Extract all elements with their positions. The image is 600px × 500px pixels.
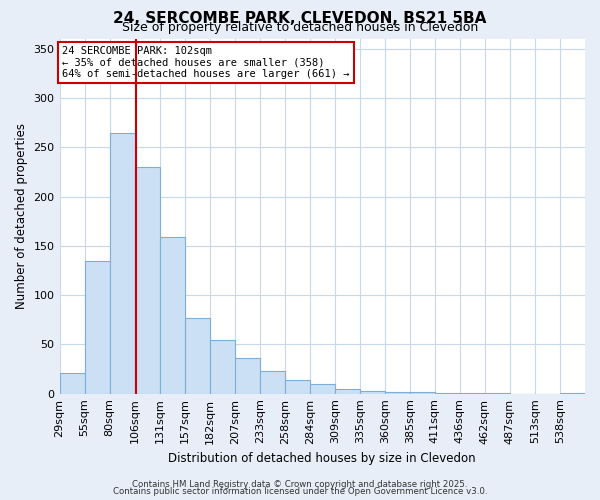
Bar: [110, 132, 134, 394]
Bar: [235, 358, 260, 394]
Bar: [285, 380, 310, 394]
Bar: [485, 392, 510, 394]
Bar: [85, 260, 110, 394]
Bar: [360, 390, 385, 394]
Bar: [460, 392, 485, 394]
Bar: [260, 371, 285, 394]
Bar: [335, 389, 360, 394]
Text: 24, SERCOMBE PARK, CLEVEDON, BS21 5BA: 24, SERCOMBE PARK, CLEVEDON, BS21 5BA: [113, 11, 487, 26]
Bar: [410, 392, 435, 394]
Text: Contains HM Land Registry data © Crown copyright and database right 2025.: Contains HM Land Registry data © Crown c…: [132, 480, 468, 489]
Y-axis label: Number of detached properties: Number of detached properties: [15, 124, 28, 310]
Bar: [560, 392, 585, 394]
Bar: [310, 384, 335, 394]
Text: Size of property relative to detached houses in Clevedon: Size of property relative to detached ho…: [122, 21, 478, 34]
Text: 24 SERCOMBE PARK: 102sqm
← 35% of detached houses are smaller (358)
64% of semi-: 24 SERCOMBE PARK: 102sqm ← 35% of detach…: [62, 46, 350, 80]
Bar: [59, 373, 85, 394]
Bar: [160, 237, 185, 394]
Text: Contains public sector information licensed under the Open Government Licence v3: Contains public sector information licen…: [113, 487, 487, 496]
Bar: [185, 318, 209, 394]
Bar: [134, 167, 160, 394]
X-axis label: Distribution of detached houses by size in Clevedon: Distribution of detached houses by size …: [169, 452, 476, 465]
Bar: [385, 392, 410, 394]
Bar: [435, 392, 460, 394]
Bar: [209, 340, 235, 394]
